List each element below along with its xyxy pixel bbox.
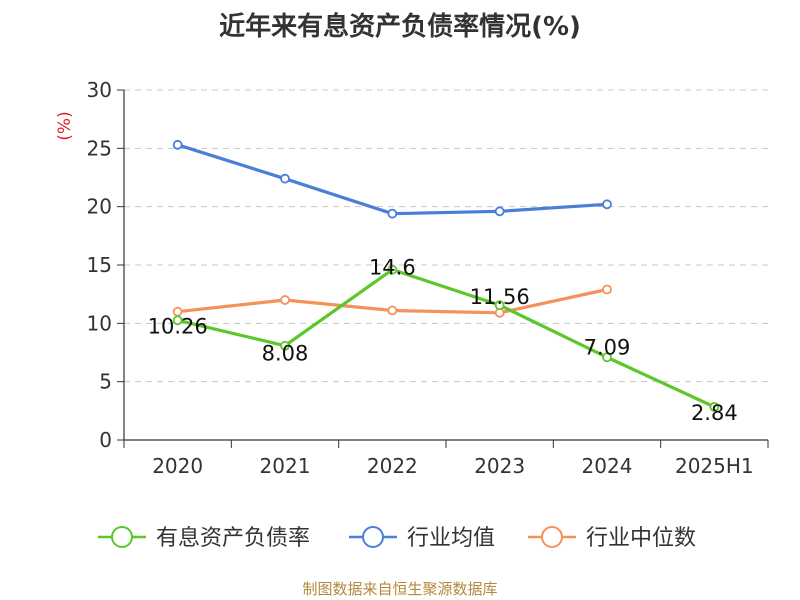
y-tick-label: 10: [87, 311, 112, 335]
data-point: [602, 284, 612, 295]
y-tick-label: 25: [87, 136, 112, 160]
y-tick-label: 0: [99, 428, 112, 452]
data-point: [494, 206, 505, 217]
data-point: [280, 340, 290, 351]
x-tick-label: 2020: [152, 454, 203, 478]
data-label: 14.6: [369, 256, 416, 280]
chart-title: 近年来有息资产负债率情况(%): [219, 12, 581, 42]
data-point: [602, 352, 612, 363]
legend-label: 行业均值: [407, 526, 495, 551]
legend-marker: [541, 526, 563, 548]
y-axis-label: (%): [55, 111, 75, 140]
y-tick-label: 15: [87, 253, 112, 277]
data-point: [494, 300, 505, 311]
data-point: [172, 139, 183, 150]
data-label: 10.26: [148, 314, 208, 338]
legend-label: 行业中位数: [586, 526, 696, 551]
data-point: [602, 199, 612, 210]
legend-marker: [111, 526, 133, 548]
data-point: [172, 315, 183, 326]
x-tick-label: 2023: [474, 454, 525, 478]
data-label: 8.08: [262, 342, 309, 366]
data-point: [280, 173, 290, 184]
data-point: [387, 208, 398, 219]
data-point: [494, 307, 505, 318]
legend-label: 有息资产负债率: [156, 526, 310, 551]
data-point: [709, 401, 720, 412]
data-point: [387, 305, 398, 316]
x-tick-label: 2022: [367, 454, 418, 478]
y-tick-label: 30: [87, 78, 112, 102]
x-tick-label: 2025H1: [675, 454, 754, 478]
legend-marker: [362, 526, 384, 548]
x-tick-label: 2024: [582, 454, 633, 478]
y-tick-label: 5: [99, 370, 112, 394]
series-line-1: [177, 143, 608, 216]
source-note: 制图数据来自恒生聚源数据库: [302, 580, 498, 598]
data-label: 2.84: [691, 401, 738, 425]
data-point: [280, 295, 290, 305]
series-line-0: [177, 268, 716, 409]
data-label: 11.56: [470, 285, 530, 309]
x-tick-label: 2021: [260, 454, 311, 478]
data-label: 7.09: [584, 335, 631, 359]
y-tick-label: 20: [87, 195, 112, 219]
data-point: [387, 264, 398, 275]
